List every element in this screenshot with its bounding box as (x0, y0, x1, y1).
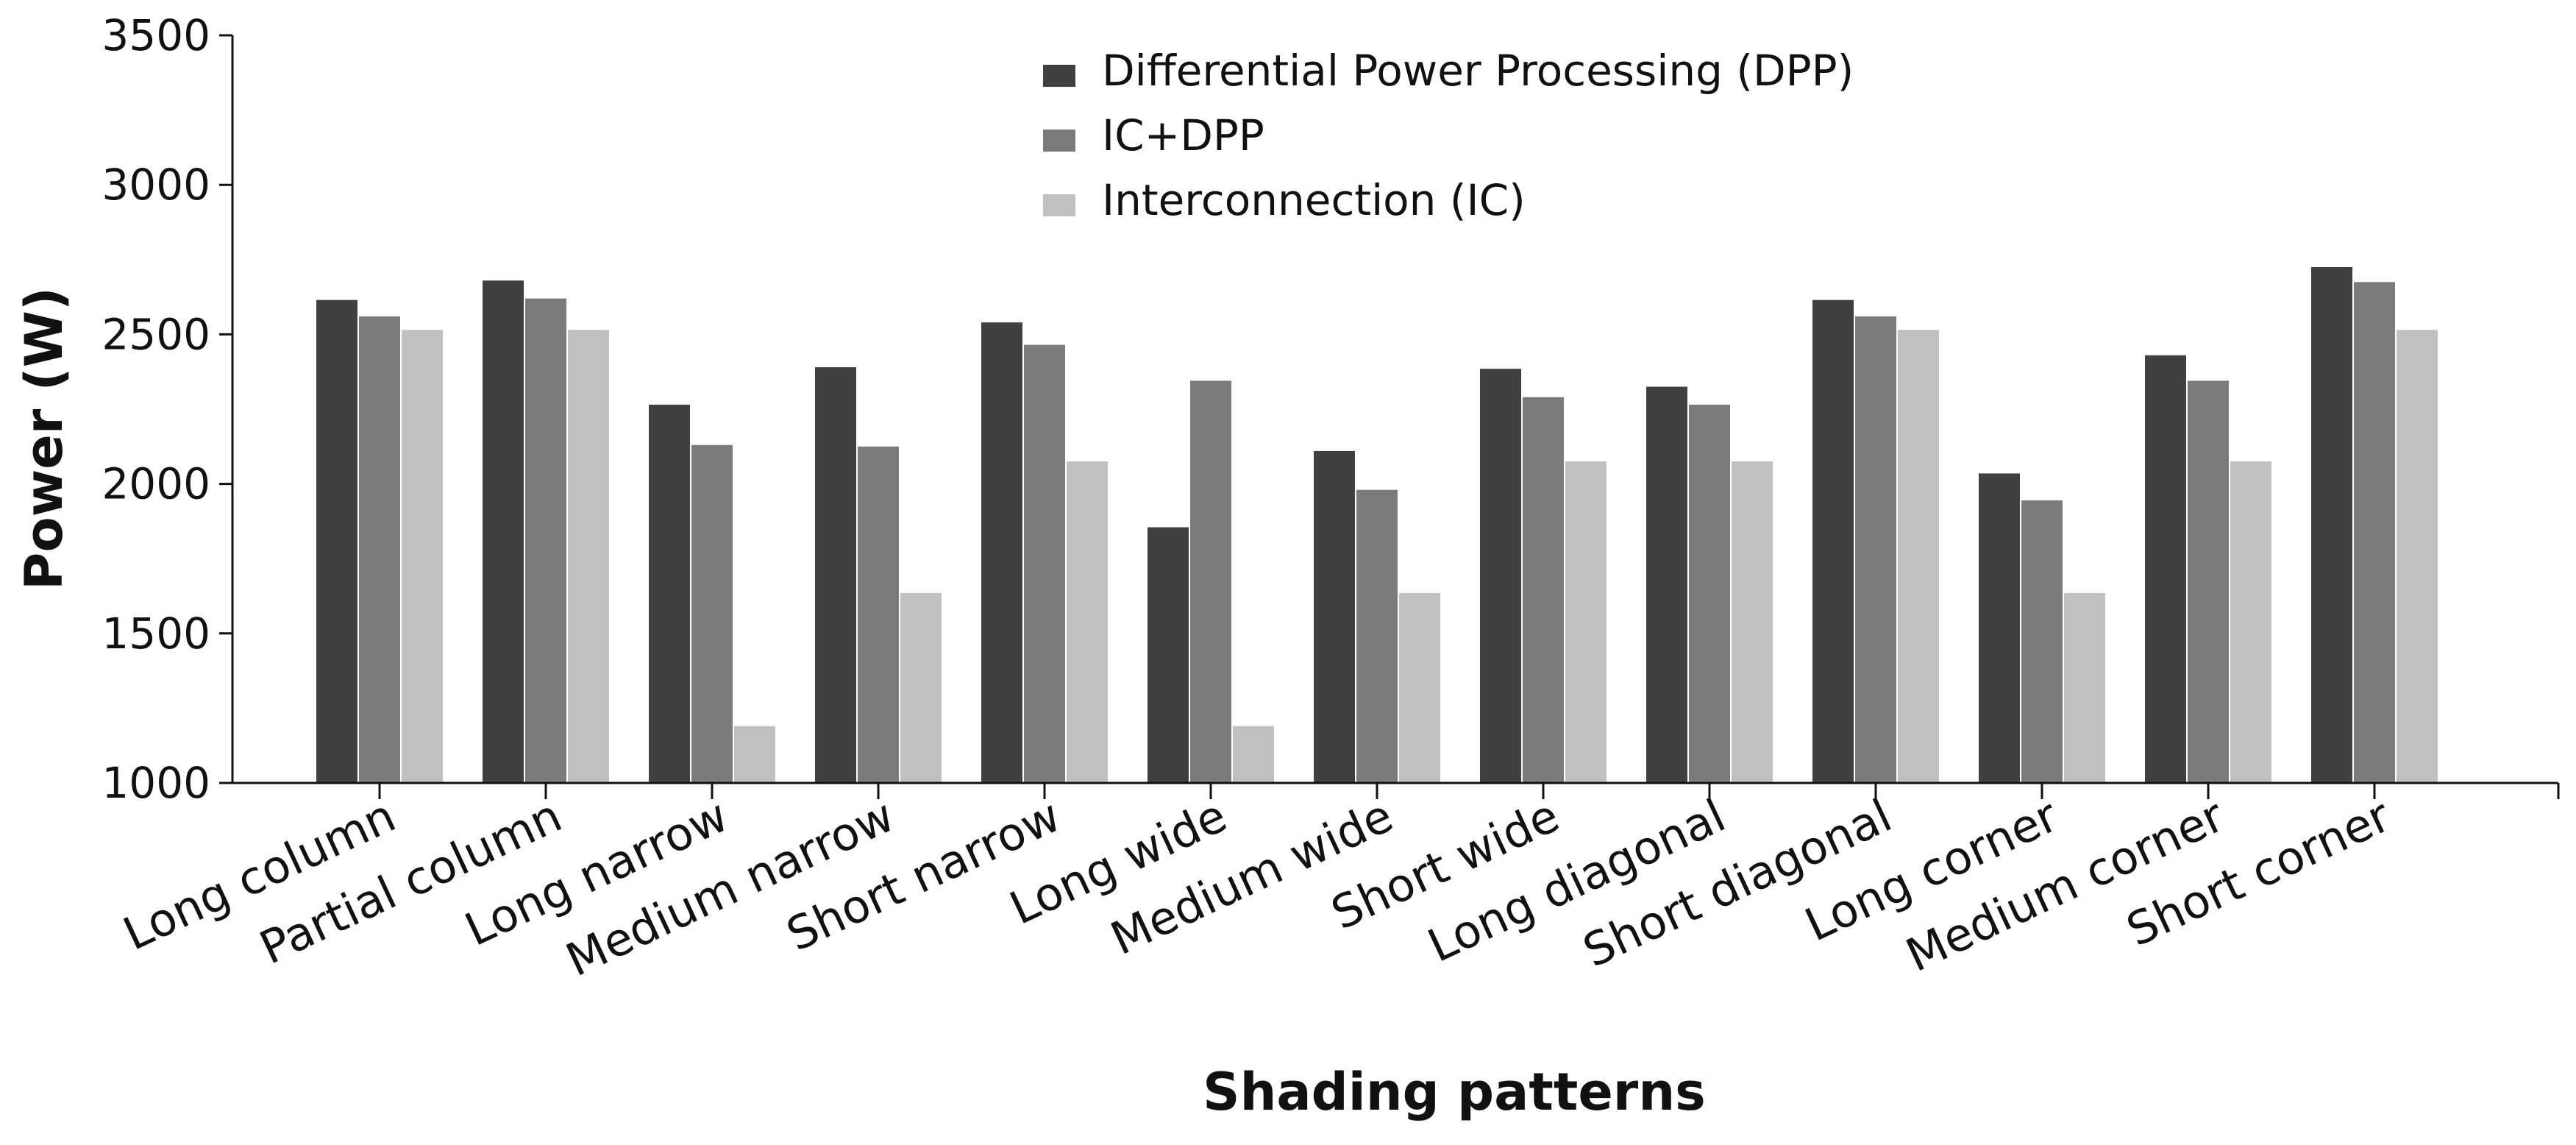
bar (815, 367, 856, 783)
bar (1233, 726, 1274, 783)
bar (1024, 344, 1065, 783)
legend: Differential Power Processing (DPP) IC+DP… (1043, 46, 1854, 225)
bar (1979, 473, 2020, 783)
bar (1689, 404, 1730, 783)
bar (2397, 330, 2438, 784)
bar (402, 330, 443, 784)
y-ticks: 1000 1500 2000 2500 3000 3500 (102, 10, 232, 808)
bar (1480, 369, 1521, 783)
legend-label: Differential Power Processing (DPP) (1102, 46, 1854, 96)
bar (1855, 316, 1896, 783)
bar (2230, 461, 2271, 783)
bar (1898, 330, 1939, 784)
bar (691, 444, 733, 783)
legend-swatch (1043, 65, 1075, 87)
bar (1812, 299, 1854, 783)
bar (858, 446, 899, 783)
legend-label: IC+DPP (1102, 110, 1264, 160)
bar (1732, 461, 1773, 783)
bar (1523, 397, 1564, 783)
y-tick-label: 1000 (102, 758, 210, 808)
bar (2188, 380, 2229, 783)
x-axis-title: Shading patterns (1203, 1062, 1706, 1122)
bar (1399, 592, 1440, 783)
legend-swatch (1043, 130, 1075, 152)
bar (316, 299, 357, 783)
bar (734, 726, 775, 783)
legend-swatch (1043, 194, 1075, 216)
bar (525, 298, 566, 784)
bar (649, 404, 690, 783)
bar (2311, 266, 2352, 784)
bar (1148, 527, 1189, 783)
bar (1356, 489, 1398, 783)
bar (1190, 380, 1231, 783)
y-tick-label: 2000 (102, 459, 210, 509)
bar (2021, 500, 2063, 783)
legend-label: Interconnection (IC) (1102, 175, 1526, 225)
bar (1565, 461, 1607, 783)
bar (2064, 592, 2105, 783)
bar (1067, 461, 1108, 783)
bar (483, 280, 524, 783)
bar (1646, 386, 1687, 783)
y-tick-label: 3000 (102, 160, 210, 210)
axes-layer (231, 35, 2558, 784)
y-tick-label: 3500 (102, 10, 210, 60)
bar (568, 330, 609, 784)
bar (981, 322, 1022, 783)
bars-layer (316, 266, 2438, 784)
bar (900, 592, 942, 783)
bar (1314, 450, 1355, 783)
y-tick-label: 1500 (102, 609, 210, 659)
y-tick-label: 2500 (102, 309, 210, 359)
bar (2145, 355, 2186, 783)
y-axis-title: Power (W) (14, 287, 74, 590)
bar (2354, 282, 2395, 783)
bar (359, 316, 400, 783)
